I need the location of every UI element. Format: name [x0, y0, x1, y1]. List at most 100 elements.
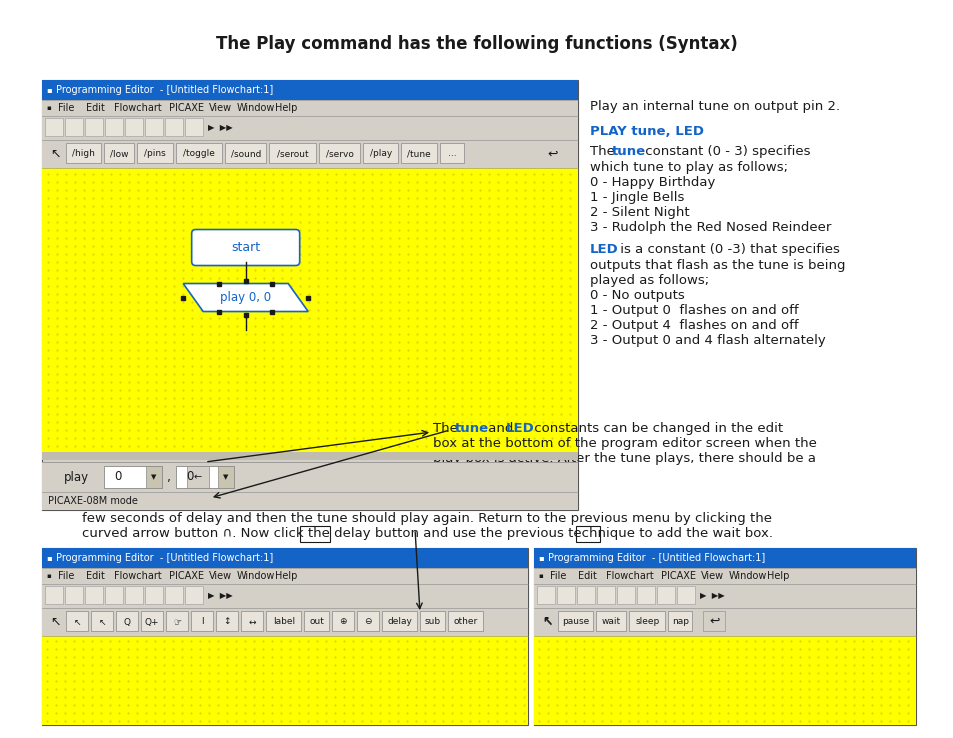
- Bar: [42, 140, 578, 168]
- Bar: [42, 168, 578, 452]
- Text: ⊕: ⊕: [339, 618, 346, 627]
- Bar: [42, 80, 578, 100]
- Text: ↖: ↖: [541, 615, 552, 629]
- Bar: [42, 116, 578, 140]
- Text: PICAXE: PICAXE: [170, 571, 204, 581]
- Text: ,: ,: [167, 471, 171, 483]
- Text: constant (0 - 3) specifies: constant (0 - 3) specifies: [640, 145, 810, 158]
- Text: Help: Help: [275, 571, 297, 581]
- Text: out: out: [309, 618, 324, 627]
- Text: 1 - Jingle Bells: 1 - Jingle Bells: [589, 191, 683, 204]
- Bar: [241, 611, 263, 631]
- Bar: [332, 611, 354, 631]
- Bar: [42, 462, 578, 492]
- Text: /serout: /serout: [276, 150, 308, 159]
- Text: Edit: Edit: [578, 571, 597, 581]
- Text: Flowchart: Flowchart: [605, 571, 653, 581]
- Text: ▪: ▪: [46, 573, 51, 579]
- Text: 2 - Silent Night: 2 - Silent Night: [589, 206, 689, 219]
- Text: Programming Editor  - [Untitled Flowchart:1]: Programming Editor - [Untitled Flowchart…: [56, 553, 273, 563]
- Text: Flowchart: Flowchart: [113, 103, 162, 113]
- Text: outputs that flash as the tune is being: outputs that flash as the tune is being: [589, 259, 844, 272]
- Text: 2 - Output 4  flashes on and off: 2 - Output 4 flashes on and off: [589, 319, 798, 332]
- Bar: [42, 548, 527, 568]
- Text: tune: tune: [612, 145, 645, 158]
- Bar: [42, 584, 527, 608]
- Bar: [557, 586, 575, 604]
- Bar: [141, 611, 163, 631]
- Bar: [215, 611, 237, 631]
- Text: curved arrow button ∩. Now click the delay button and use the previous technique: curved arrow button ∩. Now click the del…: [82, 527, 772, 540]
- Text: Q: Q: [123, 618, 131, 627]
- Text: File: File: [58, 103, 74, 113]
- Bar: [225, 143, 266, 163]
- Text: ▪: ▪: [46, 86, 51, 94]
- Bar: [42, 608, 527, 636]
- Text: ☞: ☞: [172, 618, 181, 627]
- Bar: [65, 586, 83, 604]
- Bar: [534, 548, 915, 568]
- Text: Programming Editor  - [Untitled Flowchart:1]: Programming Editor - [Untitled Flowchart…: [547, 553, 764, 563]
- Bar: [617, 586, 635, 604]
- Bar: [125, 118, 143, 136]
- Text: play box is active. After the tune plays, there should be a: play box is active. After the tune plays…: [433, 452, 815, 465]
- Bar: [42, 636, 527, 725]
- Bar: [165, 118, 183, 136]
- Bar: [175, 143, 222, 163]
- Bar: [534, 608, 915, 636]
- Text: /tune: /tune: [407, 150, 431, 159]
- Text: ▼: ▼: [152, 474, 156, 480]
- Text: Help: Help: [767, 571, 789, 581]
- Bar: [146, 466, 162, 488]
- Bar: [558, 611, 593, 631]
- Bar: [175, 466, 233, 488]
- Bar: [597, 586, 615, 604]
- Bar: [629, 611, 664, 631]
- Bar: [381, 611, 417, 631]
- Text: ⊖: ⊖: [364, 618, 372, 627]
- Text: File: File: [550, 571, 566, 581]
- Text: ▶  ▶▶: ▶ ▶▶: [700, 591, 724, 601]
- Bar: [105, 118, 123, 136]
- Text: Window: Window: [236, 571, 274, 581]
- Text: ▶  ▶▶: ▶ ▶▶: [208, 123, 233, 133]
- Text: Window: Window: [236, 103, 274, 113]
- Bar: [401, 143, 436, 163]
- Bar: [165, 586, 183, 604]
- Text: pause: pause: [561, 618, 589, 627]
- Text: Play an internal tune on output pin 2.: Play an internal tune on output pin 2.: [589, 100, 840, 113]
- Text: I: I: [200, 618, 203, 627]
- Bar: [42, 492, 578, 510]
- Text: Q+: Q+: [145, 618, 159, 627]
- Text: play 0, 0: play 0, 0: [220, 291, 271, 304]
- Text: 3 - Rudolph the Red Nosed Reindeer: 3 - Rudolph the Red Nosed Reindeer: [589, 221, 830, 234]
- Text: delay: delay: [387, 618, 412, 627]
- Text: 0: 0: [186, 471, 193, 483]
- Text: /servo: /servo: [325, 150, 353, 159]
- Bar: [300, 526, 330, 542]
- Text: box at the bottom of the program editor screen when the: box at the bottom of the program editor …: [433, 437, 816, 450]
- Bar: [702, 611, 724, 631]
- Bar: [42, 100, 578, 116]
- Bar: [534, 636, 915, 725]
- Text: ↖: ↖: [50, 148, 60, 160]
- Bar: [42, 452, 578, 460]
- Text: wait: wait: [601, 618, 620, 627]
- Text: Flowchart: Flowchart: [113, 571, 162, 581]
- Text: played as follows;: played as follows;: [589, 274, 708, 287]
- Text: View: View: [209, 103, 232, 113]
- Bar: [577, 586, 595, 604]
- Bar: [45, 118, 63, 136]
- Bar: [667, 611, 692, 631]
- Bar: [105, 586, 123, 604]
- Bar: [116, 611, 138, 631]
- Text: Programming Editor  - [Untitled Flowchart:1]: Programming Editor - [Untitled Flowchart…: [56, 85, 273, 95]
- Bar: [363, 143, 398, 163]
- Text: constants can be changed in the edit: constants can be changed in the edit: [530, 422, 782, 435]
- Polygon shape: [183, 283, 308, 311]
- Bar: [637, 586, 655, 604]
- Bar: [318, 143, 359, 163]
- Text: The: The: [589, 145, 618, 158]
- Text: ▪: ▪: [537, 573, 542, 579]
- Text: /high: /high: [72, 150, 95, 159]
